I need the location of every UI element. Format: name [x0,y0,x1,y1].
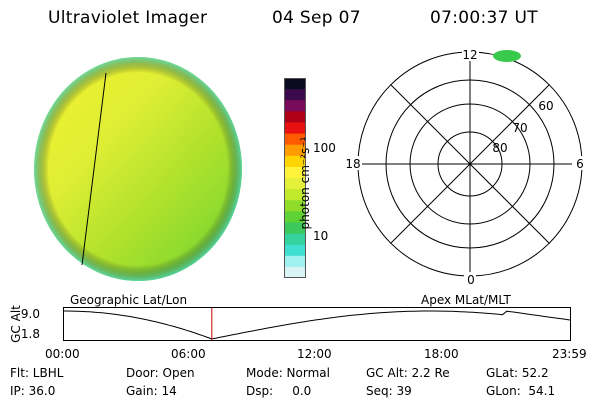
glon-readout: GLon: 54.1 [486,384,556,398]
colorbar [284,78,306,278]
limb-brightening [34,57,242,281]
x-tick-0600: 06:00 [171,347,206,361]
colorbar-segment [284,78,306,90]
observation-time: 07:00:37 UT [430,8,538,28]
colorbar-segment [284,144,306,157]
x-tick-1200: 12:00 [297,347,332,361]
mlt-label-12: 12 [462,48,477,62]
colorbar-segment [284,233,306,246]
colorbar-segment [284,100,306,112]
y-tick-9: 9.0 [21,307,40,321]
colorbar-segment [284,133,306,146]
dsp-readout: Dsp: 0.0 [246,384,312,398]
colorbar-segment [284,266,306,278]
door-readout: Door: Open [126,366,195,380]
observation-date: 04 Sep 07 [272,8,361,28]
geographic-coord-label: Geographic Lat/Lon [70,293,188,307]
x-tick-1800: 18:00 [424,347,459,361]
colorbar-tick-100: 100 [313,141,336,155]
colorbar-segment [284,244,306,257]
lat-label-60: 60 [538,99,553,113]
seq-readout: Seq: 39 [366,384,412,398]
colorbar-segment [284,122,306,135]
colorbar-segment [284,189,306,201]
ip-readout: IP: 36.0 [10,384,56,398]
colorbar-segment [284,111,306,124]
colorbar-segment [284,211,306,224]
auroral-spot [493,50,521,62]
colorbar-segment [284,89,306,101]
altitude-timeline: 9.0 1.8 GC Alt [9,305,571,343]
x-tick-0000: 00:00 [45,347,80,361]
gc-alt-readout: GC Alt: 2.2 Re [366,366,450,380]
timeline-axis-title: GC Alt [9,305,23,343]
mlt-label-18: 18 [345,157,360,171]
colorbar-segment [284,255,306,268]
colorbar-segment [284,222,306,235]
magnetic-coord-label: Apex MLat/MLT [421,293,511,307]
terminator-line [81,72,107,266]
colorbar-segment [284,200,306,212]
earth-image [34,57,242,281]
colorbar-segment [284,178,306,190]
gain-readout: Gain: 14 [126,384,177,398]
mlt-label-6: 6 [576,157,584,171]
polar-plot: 12 6 0 18 60 70 80 [344,48,586,287]
mode-readout: Mode: Normal [246,366,330,380]
x-tick-2359: 23:59 [552,347,587,361]
lat-label-70: 70 [512,121,527,135]
colorbar-segment [284,155,306,168]
mlt-label-0: 0 [467,273,475,287]
instrument-title: Ultraviolet Imager [48,8,208,28]
colorbar-label: photon cm⁻²s⁻¹ [298,136,312,230]
colorbar-segment [284,166,306,179]
y-tick-1-8: 1.8 [21,327,40,341]
filter-readout: Flt: LBHL [10,366,64,380]
lat-label-80: 80 [492,141,507,155]
altitude-curve [64,310,571,340]
colorbar-tick-10: 10 [313,229,329,243]
glat-readout: GLat: 52.2 [486,366,549,380]
